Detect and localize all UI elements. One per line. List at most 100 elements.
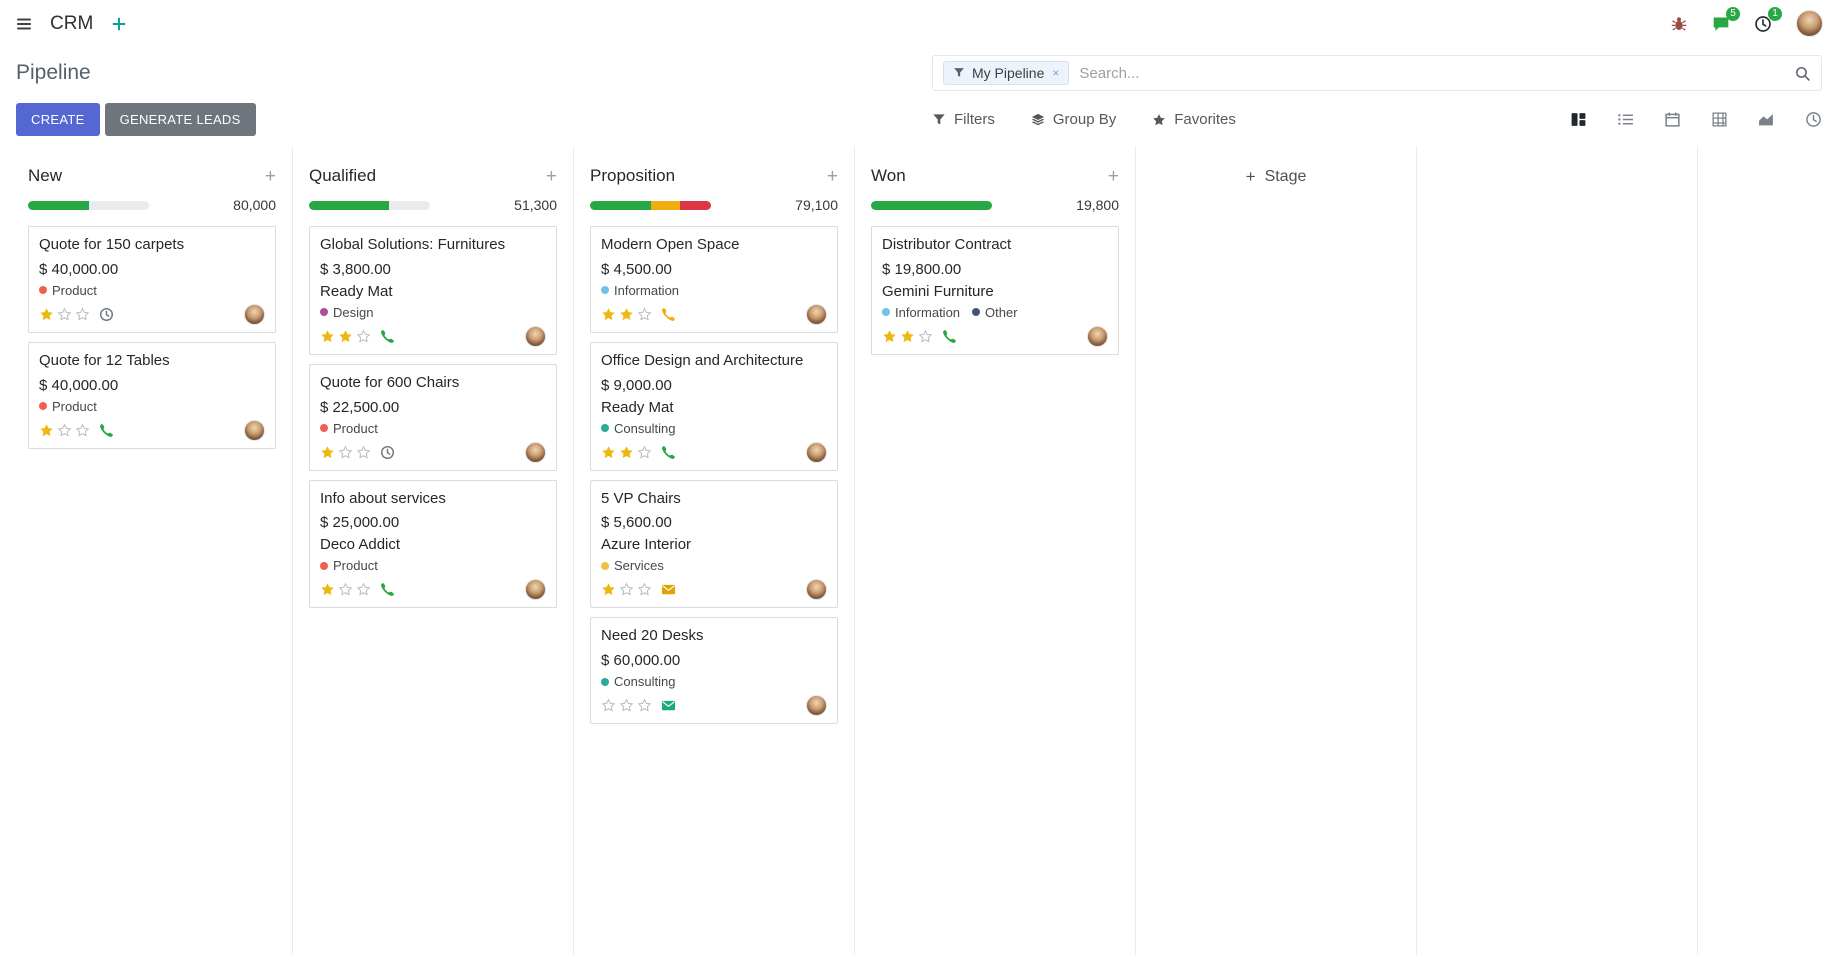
- star-filled-icon[interactable]: [320, 582, 335, 597]
- kanban-card[interactable]: 5 VP Chairs $ 5,600.00 Azure Interior Se…: [590, 479, 838, 609]
- envelope-activity-icon[interactable]: [661, 698, 676, 713]
- salesperson-avatar[interactable]: [806, 695, 827, 716]
- phone-activity-icon[interactable]: [380, 329, 395, 344]
- star-empty-icon[interactable]: [57, 423, 72, 438]
- facet-remove-icon[interactable]: ×: [1052, 66, 1060, 80]
- progress-segment[interactable]: [679, 200, 711, 210]
- create-button[interactable]: CREATE: [16, 103, 100, 136]
- star-filled-icon[interactable]: [39, 307, 54, 322]
- column-quick-add-icon[interactable]: +: [545, 165, 557, 187]
- star-filled-icon[interactable]: [882, 329, 897, 344]
- star-filled-icon[interactable]: [619, 445, 634, 460]
- card-title[interactable]: Need 20 Desks: [601, 627, 704, 645]
- kanban-card[interactable]: Distributor Contract $ 19,800.00 Gemini …: [871, 226, 1119, 355]
- kanban-view-button[interactable]: [1570, 111, 1587, 128]
- star-empty-icon[interactable]: [338, 445, 353, 460]
- star-filled-icon[interactable]: [601, 307, 616, 322]
- kanban-card[interactable]: Info about services $ 25,000.00 Deco Add…: [309, 479, 557, 609]
- card-title[interactable]: Distributor Contract: [882, 236, 1012, 253]
- search-input[interactable]: [1079, 64, 1784, 82]
- pivot-view-button[interactable]: [1711, 111, 1728, 128]
- messages-icon[interactable]: 5: [1712, 6, 1740, 33]
- card-title[interactable]: Quote for 150 carpets: [39, 236, 185, 253]
- column-progressbar[interactable]: [590, 200, 711, 210]
- phone-activity-icon[interactable]: [380, 582, 395, 597]
- activity-view-button[interactable]: [1805, 111, 1822, 128]
- phone-activity-icon[interactable]: [661, 445, 676, 460]
- progress-segment[interactable]: [590, 200, 651, 210]
- star-filled-icon[interactable]: [900, 329, 915, 344]
- star-empty-icon[interactable]: [601, 698, 616, 713]
- clock-activity-icon[interactable]: [99, 307, 114, 322]
- salesperson-avatar[interactable]: [525, 325, 546, 347]
- salesperson-avatar[interactable]: [244, 303, 265, 325]
- progress-segment[interactable]: [309, 200, 389, 210]
- generate-leads-button[interactable]: GENERATE LEADS: [104, 103, 256, 136]
- column-title[interactable]: Qualified: [309, 166, 377, 185]
- star-empty-icon[interactable]: [637, 445, 652, 460]
- phone-activity-icon[interactable]: [942, 329, 957, 344]
- search-bar[interactable]: My Pipeline ×: [932, 55, 1822, 91]
- star-empty-icon[interactable]: [356, 329, 371, 344]
- plus-icon[interactable]: [110, 15, 128, 33]
- kanban-card[interactable]: Need 20 Desks $ 60,000.00 Consulting: [590, 617, 838, 724]
- kanban-card[interactable]: Quote for 600 Chairs $ 22,500.00 Product: [309, 363, 557, 471]
- star-empty-icon[interactable]: [619, 698, 634, 713]
- star-filled-icon[interactable]: [619, 307, 634, 322]
- salesperson-avatar[interactable]: [1087, 325, 1108, 347]
- kanban-card[interactable]: Global Solutions: Furnitures $ 3,800.00 …: [309, 226, 557, 355]
- card-title[interactable]: Info about services: [320, 489, 446, 507]
- salesperson-avatar[interactable]: [806, 441, 827, 463]
- calendar-view-button[interactable]: [1664, 111, 1681, 128]
- progress-segment[interactable]: [650, 200, 680, 210]
- salesperson-avatar[interactable]: [244, 419, 265, 441]
- apps-menu-icon[interactable]: [15, 15, 33, 33]
- star-empty-icon[interactable]: [57, 307, 72, 322]
- star-filled-icon[interactable]: [320, 329, 335, 344]
- salesperson-avatar[interactable]: [525, 441, 546, 463]
- column-title[interactable]: New: [28, 166, 63, 185]
- search-icon[interactable]: [1794, 65, 1811, 82]
- app-name[interactable]: CRM: [50, 12, 94, 34]
- card-title[interactable]: Quote for 600 Chairs: [320, 373, 460, 391]
- clock-activity-icon[interactable]: [380, 445, 395, 460]
- graph-view-button[interactable]: [1758, 111, 1775, 128]
- star-empty-icon[interactable]: [637, 698, 652, 713]
- progress-segment[interactable]: [28, 200, 89, 210]
- star-empty-icon[interactable]: [918, 329, 933, 344]
- add-stage-button[interactable]: + Stage: [1246, 168, 1307, 186]
- star-empty-icon[interactable]: [75, 307, 90, 322]
- kanban-card[interactable]: Quote for 12 Tables $ 40,000.00 Product: [28, 341, 276, 449]
- star-empty-icon[interactable]: [619, 582, 634, 597]
- filters-button[interactable]: Filters: [932, 111, 995, 128]
- phone-activity-icon[interactable]: [661, 307, 676, 322]
- column-quick-add-icon[interactable]: +: [826, 165, 838, 187]
- column-progressbar[interactable]: [309, 200, 430, 210]
- star-empty-icon[interactable]: [356, 582, 371, 597]
- bug-icon[interactable]: [1670, 15, 1688, 33]
- kanban-card[interactable]: Modern Open Space $ 4,500.00 Information: [590, 226, 838, 333]
- star-filled-icon[interactable]: [601, 445, 616, 460]
- favorites-button[interactable]: Favorites: [1152, 111, 1236, 128]
- salesperson-avatar[interactable]: [806, 579, 827, 601]
- star-empty-icon[interactable]: [75, 423, 90, 438]
- column-progressbar[interactable]: [28, 200, 149, 210]
- star-filled-icon[interactable]: [320, 445, 335, 460]
- group-by-button[interactable]: Group By: [1031, 111, 1116, 128]
- card-title[interactable]: 5 VP Chairs: [601, 489, 681, 507]
- star-filled-icon[interactable]: [39, 423, 54, 438]
- salesperson-avatar[interactable]: [806, 303, 827, 325]
- column-quick-add-icon[interactable]: +: [264, 165, 276, 187]
- user-avatar[interactable]: [1796, 10, 1823, 37]
- activities-clock-icon[interactable]: 1: [1754, 6, 1782, 33]
- star-filled-icon[interactable]: [338, 329, 353, 344]
- phone-activity-icon[interactable]: [99, 423, 114, 438]
- kanban-card[interactable]: Office Design and Architecture $ 9,000.0…: [590, 341, 838, 471]
- column-title[interactable]: Won: [871, 166, 906, 185]
- star-empty-icon[interactable]: [637, 307, 652, 322]
- card-title[interactable]: Quote for 12 Tables: [39, 351, 170, 369]
- progress-segment[interactable]: [871, 200, 992, 210]
- card-title[interactable]: Office Design and Architecture: [601, 351, 804, 369]
- envelope-activity-icon[interactable]: [661, 582, 676, 597]
- star-filled-icon[interactable]: [601, 582, 616, 597]
